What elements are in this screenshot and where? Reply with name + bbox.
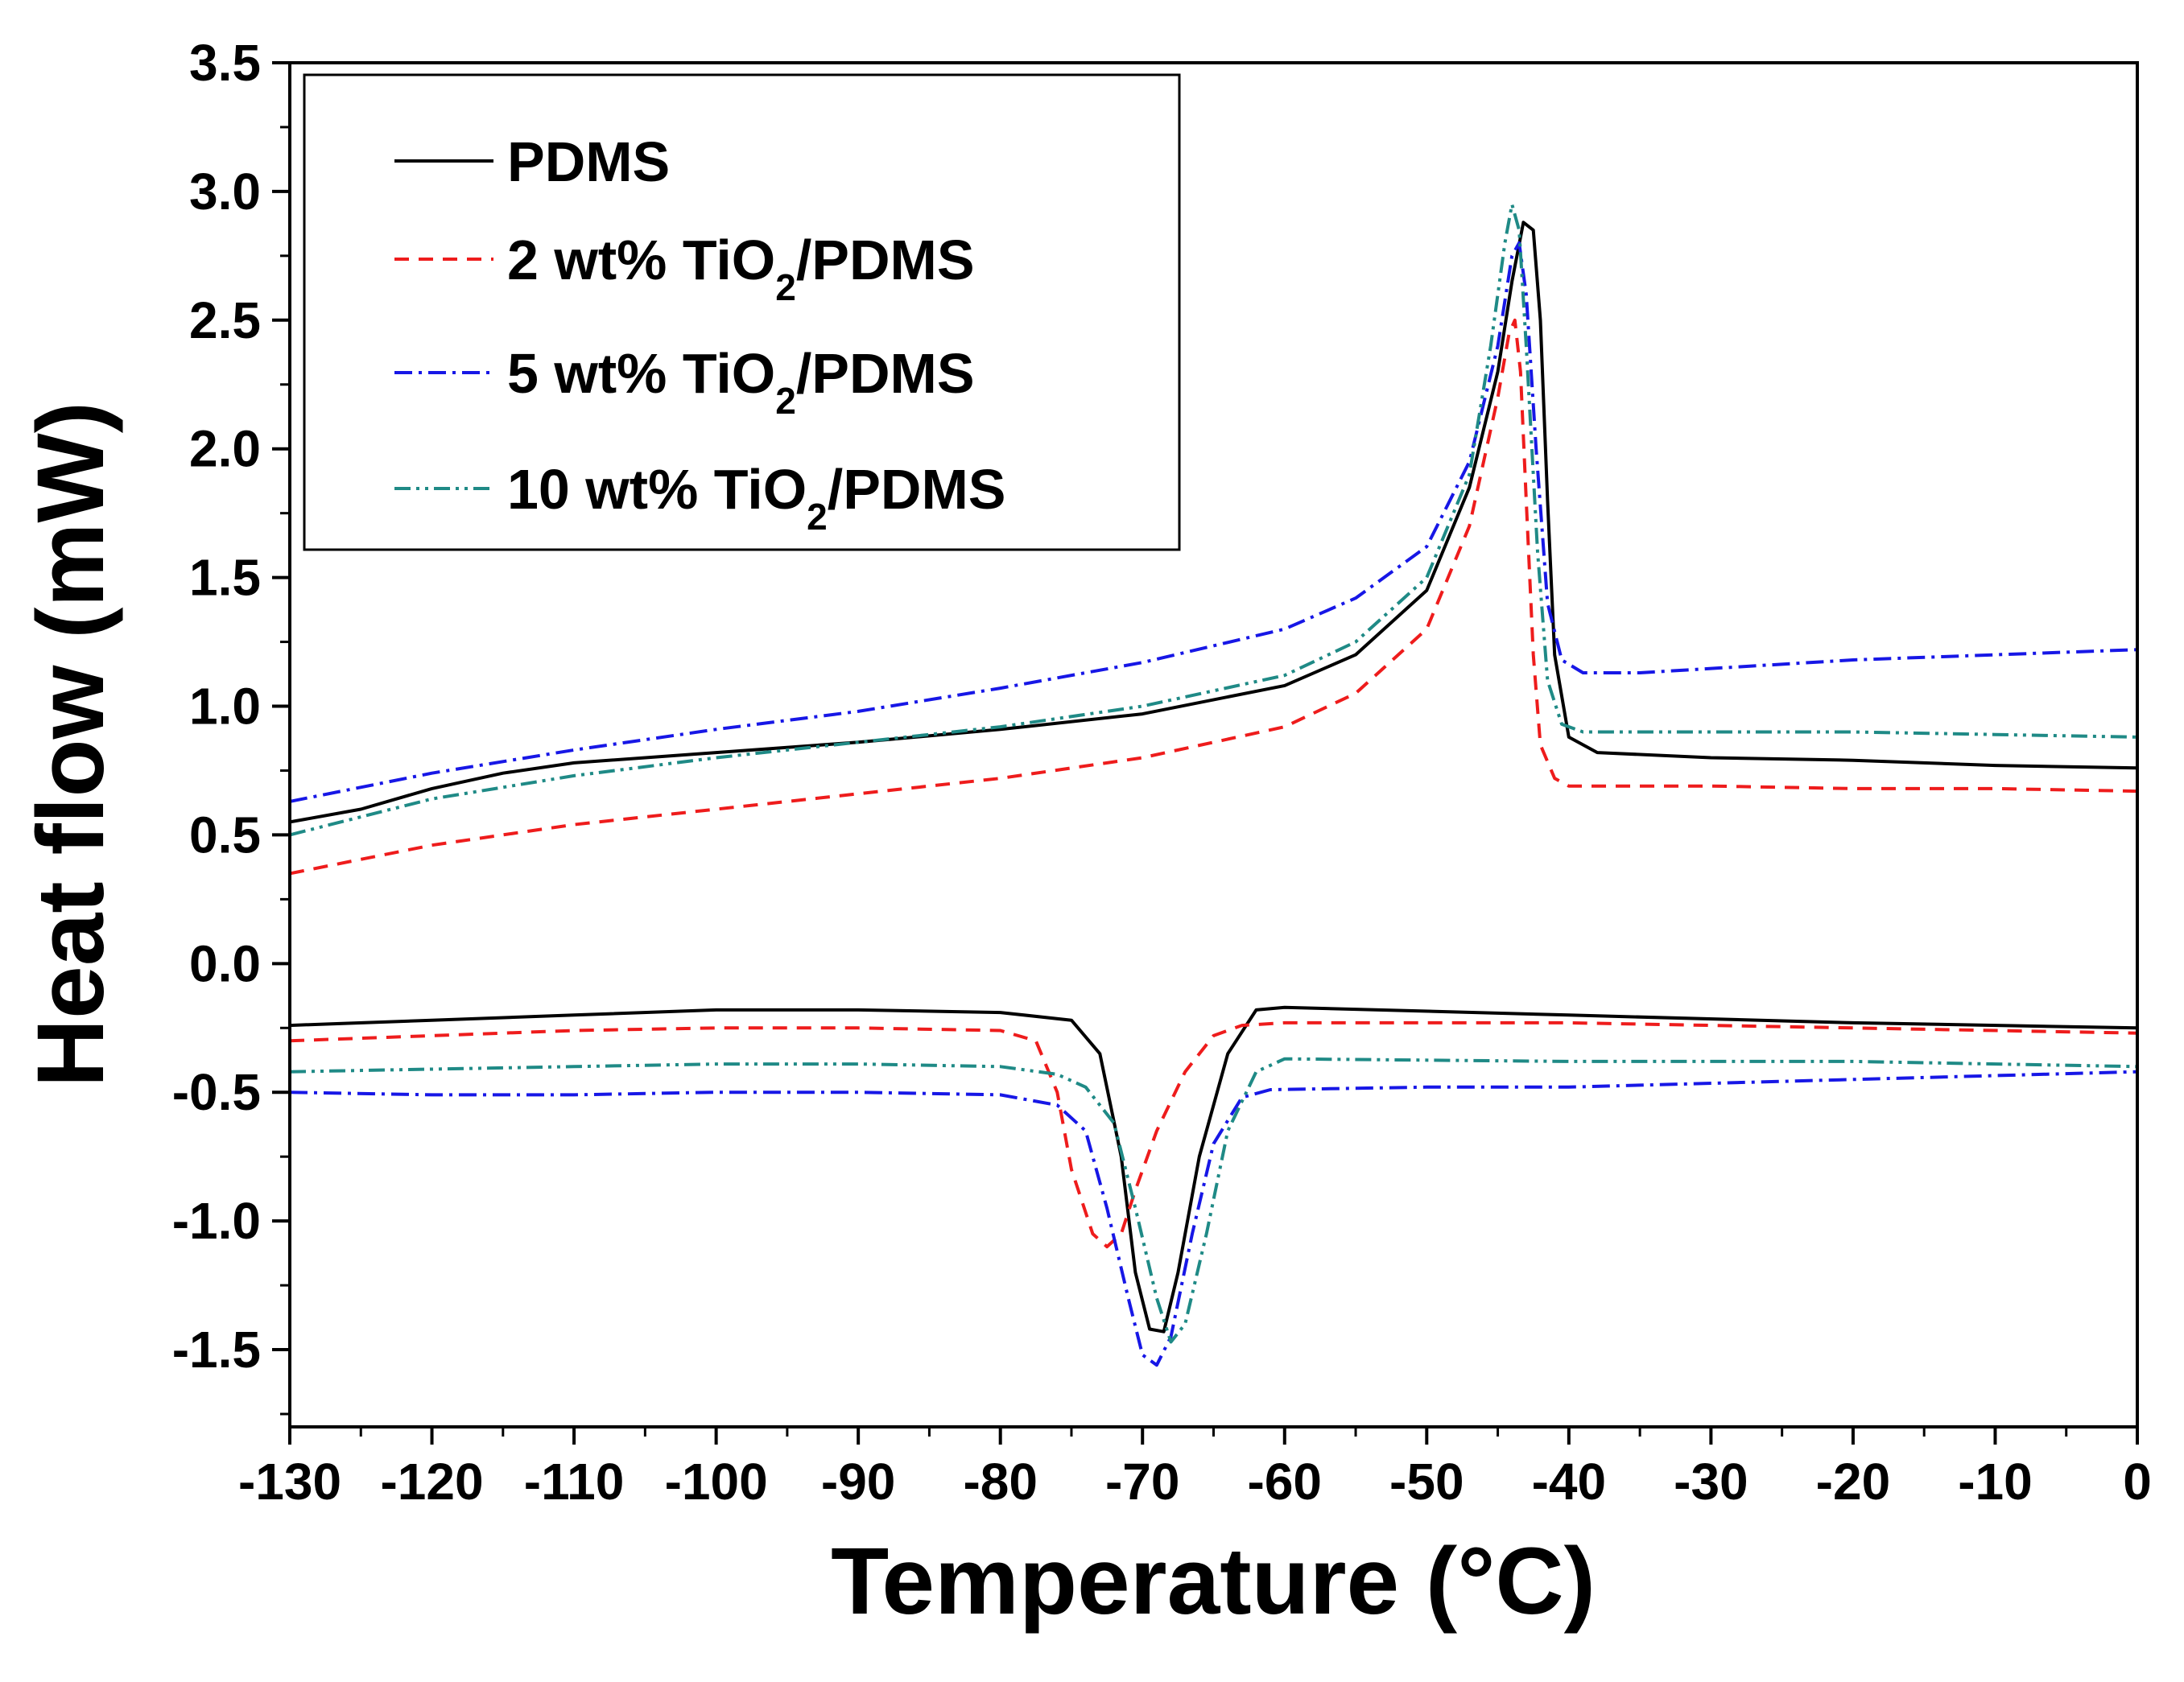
series-group xyxy=(289,202,2138,1367)
y-axis-title: Heat flow (mW) xyxy=(18,402,124,1087)
x-tick-label: -50 xyxy=(1389,1453,1464,1511)
y-tick-label: 2.0 xyxy=(189,420,261,478)
x-tick-label: -60 xyxy=(1248,1453,1323,1511)
x-tick-label: -100 xyxy=(665,1453,768,1511)
x-tick-label: -110 xyxy=(524,1453,625,1511)
legend-item-5wt: 5 wt% TiO2/PDMS xyxy=(394,342,975,422)
series-3-cooling-curve xyxy=(289,1057,2138,1344)
legend-box xyxy=(303,73,1181,551)
x-tick-label: -30 xyxy=(1674,1453,1748,1511)
legend-label-5wt: 5 wt% TiO2/PDMS xyxy=(507,342,975,422)
x-tick-label: -40 xyxy=(1532,1453,1607,1511)
y-tick-label: 3.0 xyxy=(189,163,261,221)
x-tick-label: -70 xyxy=(1105,1453,1180,1511)
legend: PDMS 2 wt% TiO2/PDMS 5 wt% TiO2/PDMS 10 … xyxy=(303,73,1181,551)
series-1-cooling-curve xyxy=(289,1020,2138,1249)
series-2-heating-curve xyxy=(289,241,2138,803)
x-tick-label: 0 xyxy=(2123,1453,2152,1511)
x-tick-label: -80 xyxy=(963,1453,1038,1511)
y-tick-label: 3.5 xyxy=(189,34,261,92)
legend-label-pdms: PDMS xyxy=(507,130,670,193)
x-tick-label: -90 xyxy=(821,1453,896,1511)
y-tick-label: 0.5 xyxy=(189,806,261,864)
legend-item-10wt: 10 wt% TiO2/PDMS xyxy=(394,458,1005,538)
x-tick-label: -130 xyxy=(238,1453,341,1511)
series-2-cooling-curve xyxy=(289,1070,2138,1367)
y-tick-label: 1.5 xyxy=(189,549,261,607)
x-tick-label: -10 xyxy=(1958,1453,2033,1511)
ticks-group: -130 -120 -110 -100 -90 -80 -70 -60 -50 -40 -30 -20… xyxy=(172,34,2152,1511)
y-tick-label: 2.5 xyxy=(189,291,261,349)
y-tick-label: -1.0 xyxy=(172,1192,261,1250)
x-tick-label: -120 xyxy=(380,1453,483,1511)
y-tick-label: -0.5 xyxy=(172,1063,261,1121)
series-0-heating-curve xyxy=(289,221,2138,824)
x-tick-label: -20 xyxy=(1816,1453,1891,1511)
legend-label-10wt: 10 wt% TiO2/PDMS xyxy=(507,458,1005,538)
y-tick-label: 1.0 xyxy=(189,678,261,736)
legend-item-2wt: 2 wt% TiO2/PDMS xyxy=(394,229,975,308)
series-3-heating-curve xyxy=(289,202,2138,837)
y-tick-label: 0.0 xyxy=(189,934,261,992)
series-0-cooling-curve xyxy=(289,1005,2138,1334)
legend-label-2wt: 2 wt% TiO2/PDMS xyxy=(507,229,975,308)
y-tick-label: -1.5 xyxy=(172,1321,261,1379)
series-1-heating-curve xyxy=(289,318,2138,876)
x-axis-title: Temperature (°C) xyxy=(831,1528,1596,1635)
legend-item-pdms: PDMS xyxy=(394,130,670,193)
